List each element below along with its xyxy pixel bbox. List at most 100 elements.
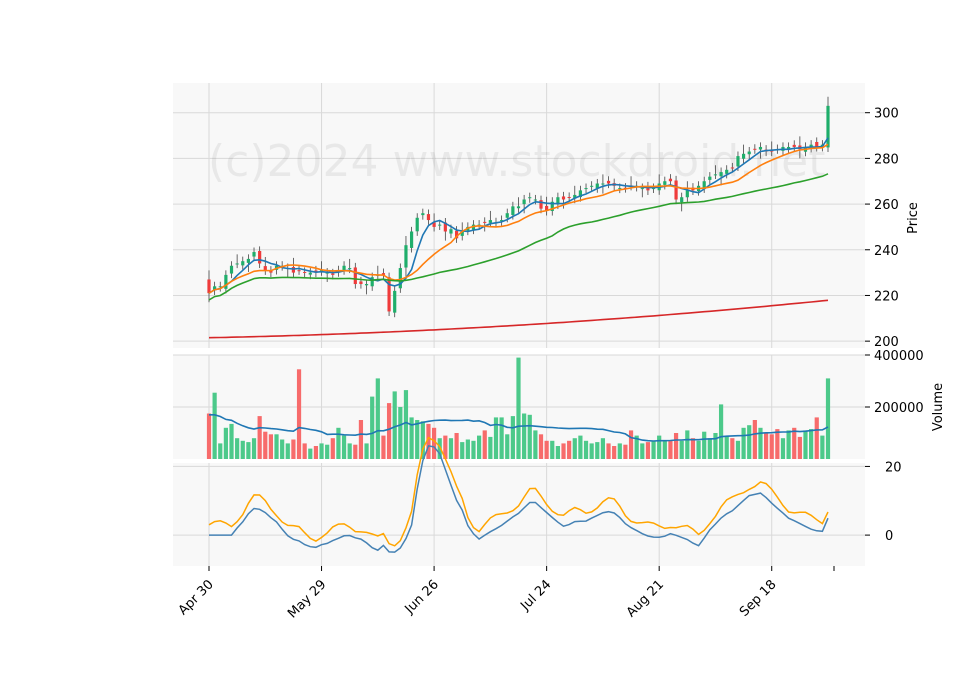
- volume-bar: [358, 420, 364, 459]
- candle-body: [545, 205, 549, 211]
- volume-bar: [499, 417, 504, 459]
- volume-bar: [336, 427, 341, 459]
- volume-bar: [218, 443, 223, 459]
- candle-body: [668, 178, 673, 182]
- candle-body: [770, 150, 774, 152]
- volume-bar: [780, 438, 786, 459]
- candle-body: [370, 277, 374, 287]
- candle-body: [229, 265, 234, 274]
- volume-bar: [764, 433, 769, 459]
- price-tick-label: 260: [874, 198, 899, 213]
- volume-bar: [325, 444, 330, 459]
- volume-bar: [572, 438, 577, 459]
- volume-bar: [240, 440, 245, 459]
- candle-body: [455, 230, 459, 239]
- candle-body: [500, 220, 504, 222]
- volume-bar: [617, 443, 622, 459]
- candle-body: [713, 174, 718, 176]
- x-tick-label: Sep 18: [737, 577, 780, 620]
- candle-body: [218, 286, 222, 288]
- candle-body: [398, 268, 402, 289]
- volume-bar: [730, 438, 735, 459]
- volume-bar: [724, 435, 729, 459]
- volume-bar: [792, 427, 797, 459]
- candle-body: [393, 290, 397, 313]
- candle-body: [758, 146, 763, 150]
- candle-body: [460, 231, 464, 236]
- volume-bar: [268, 434, 273, 459]
- volume-bar: [296, 369, 302, 459]
- volume-bar: [752, 420, 757, 459]
- x-tick-label: Jul 24: [517, 577, 554, 614]
- price-tick-label: 200: [874, 335, 899, 350]
- oscillator-tick-label: 0: [885, 529, 893, 544]
- volume-bar: [263, 431, 268, 459]
- candle-body: [753, 148, 757, 150]
- volume-bar: [206, 413, 212, 459]
- volume-bar: [471, 440, 476, 459]
- volume-bar: [769, 434, 774, 459]
- candle-body: [663, 181, 667, 185]
- x-tick-label: Apr 30: [176, 577, 217, 618]
- volume-bar: [544, 440, 549, 459]
- volume-bar: [555, 446, 560, 459]
- volume-bar: [550, 440, 555, 459]
- volume-bar: [353, 444, 358, 459]
- volume-bar: [786, 430, 791, 459]
- volume-bar: [589, 443, 594, 459]
- candle-body: [404, 245, 408, 268]
- volume-tick-label: 200000: [874, 401, 924, 416]
- candle-body: [443, 222, 447, 232]
- candle-body: [432, 222, 436, 227]
- ma-200-line: [208, 299, 829, 339]
- candle-body: [409, 231, 414, 248]
- candle-body: [550, 201, 554, 212]
- candle-body: [364, 284, 369, 286]
- candle-body: [342, 265, 346, 271]
- candle-body: [359, 281, 363, 285]
- volume-bar: [747, 425, 752, 459]
- candle-body: [348, 268, 352, 270]
- volume-bar: [381, 435, 386, 459]
- volume-bar: [386, 403, 392, 459]
- candle-body: [702, 181, 706, 189]
- candle-body: [269, 270, 273, 273]
- x-tick-label: May 29: [285, 577, 329, 621]
- watermark: (c)2024 www.stockdroid.net: [208, 136, 825, 187]
- oscillator-tick-label: 20: [885, 460, 902, 475]
- candle-body: [730, 167, 734, 169]
- volume-bar: [229, 423, 234, 459]
- volume-bar: [364, 443, 369, 459]
- volume-bar: [803, 430, 808, 459]
- candle-body: [263, 266, 267, 271]
- volume-bar: [809, 429, 814, 459]
- volume-bar: [820, 435, 825, 459]
- candle-body: [387, 277, 391, 312]
- candle-body: [815, 141, 819, 147]
- candle-body: [235, 263, 239, 265]
- volume-bar: [634, 435, 639, 459]
- candle-body: [725, 169, 729, 174]
- volume-bar: [313, 446, 319, 459]
- candle-body: [353, 267, 357, 285]
- volume-bar: [696, 440, 701, 459]
- volume-bar: [505, 434, 510, 459]
- volume-bar: [493, 417, 499, 459]
- price-panel-bg: [173, 83, 865, 348]
- candle-body: [421, 213, 425, 216]
- price-tick-label: 280: [874, 152, 899, 167]
- candle-body: [573, 194, 577, 199]
- ma-short-line: [208, 137, 829, 294]
- volume-bar: [538, 434, 544, 459]
- volume-bar: [415, 420, 420, 459]
- volume-bar: [223, 427, 228, 459]
- volume-bar: [251, 438, 257, 459]
- volume-bar: [274, 434, 279, 459]
- volume-bar: [437, 438, 442, 459]
- volume-bar: [420, 421, 425, 459]
- volume-bar: [347, 443, 352, 459]
- candle-body: [246, 258, 250, 263]
- candle-body: [736, 156, 740, 167]
- candle-body: [516, 206, 521, 209]
- volume-bar: [460, 442, 465, 459]
